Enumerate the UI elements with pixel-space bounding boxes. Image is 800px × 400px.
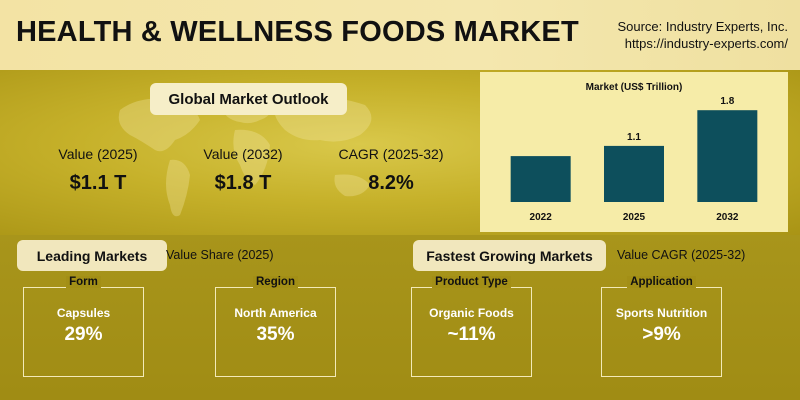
card-category-text: Region <box>253 276 298 288</box>
card-category: Form <box>23 276 144 288</box>
card-category: Product Type <box>411 276 532 288</box>
x-tick-2032: 2032 <box>716 212 739 223</box>
card-category: Region <box>215 276 336 288</box>
header-band: HEALTH & WELLNESS FOODS MARKET Source: I… <box>0 0 800 70</box>
kpi-label: Value (2025) <box>58 146 138 162</box>
x-tick-2025: 2025 <box>623 212 646 223</box>
leading-markets-subtitle: Value Share (2025) <box>166 248 274 262</box>
fastest-markets-heading: Fastest Growing Markets <box>413 240 606 271</box>
kpi-cagr: CAGR (2025-32) 8.2% <box>326 146 456 195</box>
kpi-label: Value (2032) <box>203 146 283 162</box>
card-category: Application <box>601 276 722 288</box>
fastest-markets-subtitle: Value CAGR (2025-32) <box>617 248 746 262</box>
kpi-value-2032: Value (2032) $1.8 T <box>183 146 303 195</box>
bar-2022 <box>510 156 571 202</box>
source-credit: Source: Industry Experts, Inc. https://i… <box>617 18 788 52</box>
markets-band: Leading Markets Value Share (2025) Faste… <box>0 235 800 400</box>
card-value: 35% <box>256 324 295 345</box>
card-value: ~11% <box>447 324 496 345</box>
card-label: North America <box>234 306 317 320</box>
card-category-text: Form <box>66 276 101 288</box>
card-application: Sports Nutrition >9% <box>601 287 722 377</box>
source-name: Source: Industry Experts, Inc. <box>617 19 788 34</box>
data-label-2032: 1.8 <box>720 96 734 107</box>
card-label: Organic Foods <box>429 306 514 320</box>
card-label: Capsules <box>56 306 111 320</box>
x-tick-2022: 2022 <box>530 212 553 223</box>
data-label-2025: 1.1 <box>627 132 641 143</box>
card-value: 29% <box>64 324 103 345</box>
leading-markets-heading: Leading Markets <box>17 240 167 271</box>
bar-2032 <box>697 110 758 202</box>
market-chart-panel: Market (US$ Trillion) 2022 1.1 2025 1.8 2032 <box>480 72 788 232</box>
card-category-text: Application <box>627 276 696 288</box>
chart-title: Market (US$ Trillion) <box>585 82 683 93</box>
kpi-value: 8.2% <box>368 172 414 194</box>
card-label: Sports Nutrition <box>615 306 708 320</box>
card-category-text: Product Type <box>432 276 511 288</box>
page-title: HEALTH & WELLNESS FOODS MARKET <box>16 16 579 48</box>
bar-2025 <box>604 145 664 202</box>
kpi-value: $1.1 T <box>69 172 127 194</box>
source-url[interactable]: https://industry-experts.com/ <box>624 36 788 51</box>
kpi-value-2025: Value (2025) $1.1 T <box>38 146 158 195</box>
card-form: Capsules 29% <box>23 287 144 377</box>
card-value: >9% <box>642 324 681 345</box>
kpi-value: $1.8 T <box>214 172 272 194</box>
bar-chart: 2022 1.1 2025 1.8 2032 <box>510 96 758 223</box>
card-region: North America 35% <box>215 287 336 377</box>
kpi-label: CAGR (2025-32) <box>338 146 444 162</box>
card-product-type: Organic Foods ~11% <box>411 287 532 377</box>
outlook-heading: Global Market Outlook <box>150 83 347 115</box>
